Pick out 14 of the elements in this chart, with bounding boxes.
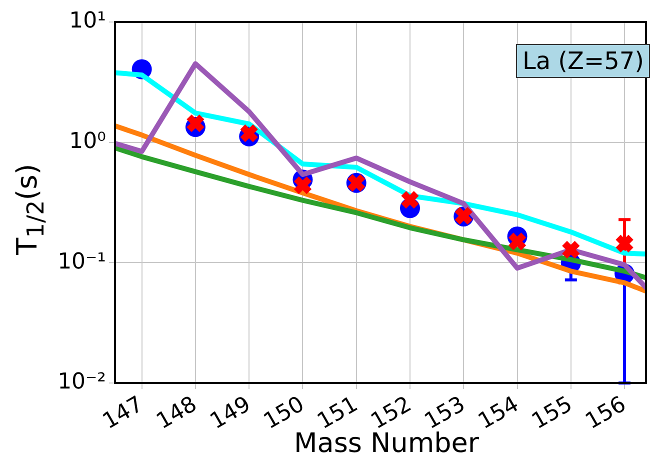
x-tick-label: 156 [582, 392, 630, 435]
x-tick-label: 149 [206, 392, 255, 435]
y-tick-label: 10⁻¹ [58, 249, 106, 274]
annotation: La (Z=57) [516, 44, 650, 78]
y-tick-label: 10¹ [69, 8, 106, 34]
point [292, 175, 313, 196]
point [561, 240, 581, 260]
x-tick-label: 148 [152, 392, 202, 435]
point [400, 190, 420, 210]
point [614, 234, 634, 254]
point [186, 113, 206, 134]
y-tick-label: 10⁰ [69, 129, 106, 154]
point [507, 232, 528, 252]
x-tick-label: 155 [528, 392, 577, 435]
